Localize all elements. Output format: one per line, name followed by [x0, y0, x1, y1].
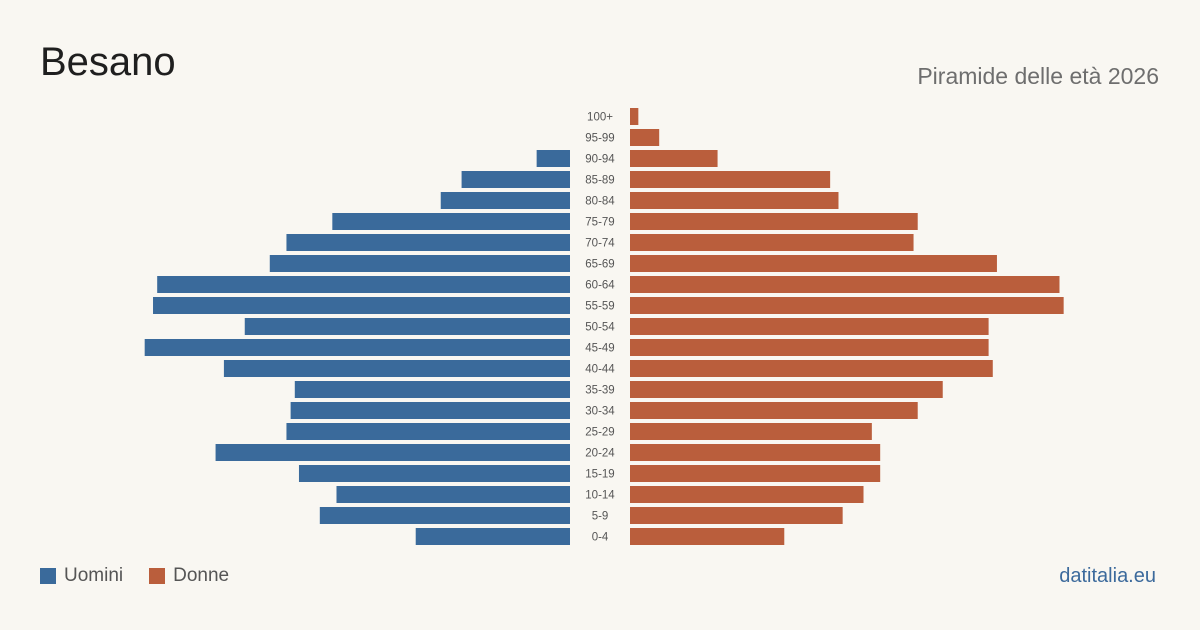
age-label-5-9: 5-9 — [592, 511, 609, 523]
bar-female-40-44 — [630, 360, 993, 377]
age-label-20-24: 20-24 — [585, 448, 615, 460]
legend-swatch-male — [40, 568, 56, 584]
age-label-90-94: 90-94 — [585, 154, 615, 166]
bar-male-75-79 — [332, 213, 570, 230]
bar-male-90-94 — [536, 150, 570, 167]
legend-label-male: Uomini — [64, 565, 124, 586]
bar-male-45-49 — [144, 339, 570, 356]
age-label-65-69: 65-69 — [585, 259, 614, 271]
age-label-40-44: 40-44 — [585, 364, 615, 376]
bar-female-20-24 — [630, 444, 881, 461]
bar-female-70-74 — [630, 234, 914, 251]
chart-subtitle: Piramide delle età 2026 — [917, 63, 1159, 89]
bar-female-25-29 — [630, 423, 872, 440]
chart-title: Besano — [40, 40, 176, 84]
age-label-55-59: 55-59 — [585, 301, 614, 313]
bar-female-15-19 — [630, 465, 881, 482]
bar-male-0-4 — [415, 528, 570, 545]
bar-male-15-19 — [298, 465, 570, 482]
legend-item-male: Uomini — [40, 565, 123, 587]
age-label-70-74: 70-74 — [585, 238, 615, 250]
age-label-10-14: 10-14 — [585, 490, 615, 502]
bar-female-85-89 — [630, 171, 831, 188]
bar-male-20-24 — [215, 444, 570, 461]
bar-female-30-34 — [630, 402, 918, 419]
bar-female-45-49 — [630, 339, 989, 356]
bar-male-30-34 — [290, 402, 570, 419]
bar-female-50-54 — [630, 318, 989, 335]
age-label-45-49: 45-49 — [585, 343, 614, 355]
age-label-95-99: 95-99 — [585, 133, 614, 145]
age-label-15-19: 15-19 — [585, 469, 614, 481]
age-label-0-4: 0-4 — [592, 532, 609, 544]
bar-female-35-39 — [630, 381, 943, 398]
age-label-60-64: 60-64 — [585, 280, 615, 292]
bar-male-10-14 — [336, 486, 570, 503]
bar-female-95-99 — [630, 129, 660, 146]
age-label-50-54: 50-54 — [585, 322, 615, 334]
bar-male-60-64 — [157, 276, 571, 293]
bar-female-5-9 — [630, 507, 843, 524]
bar-male-70-74 — [286, 234, 570, 251]
age-label-85-89: 85-89 — [585, 175, 614, 187]
bar-male-25-29 — [286, 423, 570, 440]
bar-male-50-54 — [244, 318, 571, 335]
source-link[interactable]: datitalia.eu — [1059, 565, 1156, 587]
bar-female-80-84 — [630, 192, 839, 209]
age-label-100+: 100+ — [587, 112, 613, 124]
bar-male-40-44 — [223, 360, 571, 377]
bar-male-85-89 — [461, 171, 570, 188]
bar-male-5-9 — [319, 507, 570, 524]
age-label-25-29: 25-29 — [585, 427, 614, 439]
bar-female-100+ — [630, 108, 639, 125]
bar-male-55-59 — [153, 297, 571, 314]
bar-male-65-69 — [269, 255, 570, 272]
bar-female-55-59 — [630, 297, 1064, 314]
legend: Uomini Donne — [40, 565, 229, 587]
bar-female-75-79 — [630, 213, 918, 230]
bar-female-0-4 — [630, 528, 785, 545]
age-label-30-34: 30-34 — [585, 406, 615, 418]
legend-label-female: Donne — [173, 565, 230, 586]
age-label-75-79: 75-79 — [585, 217, 614, 229]
bar-male-80-84 — [440, 192, 570, 209]
bar-female-90-94 — [630, 150, 718, 167]
bar-male-35-39 — [294, 381, 570, 398]
bar-female-10-14 — [630, 486, 864, 503]
legend-item-female: Donne — [149, 565, 229, 587]
age-label-35-39: 35-39 — [585, 385, 614, 397]
legend-swatch-female — [149, 568, 166, 584]
age-label-80-84: 80-84 — [585, 196, 615, 208]
bar-female-60-64 — [630, 276, 1060, 293]
bar-female-65-69 — [630, 255, 997, 272]
